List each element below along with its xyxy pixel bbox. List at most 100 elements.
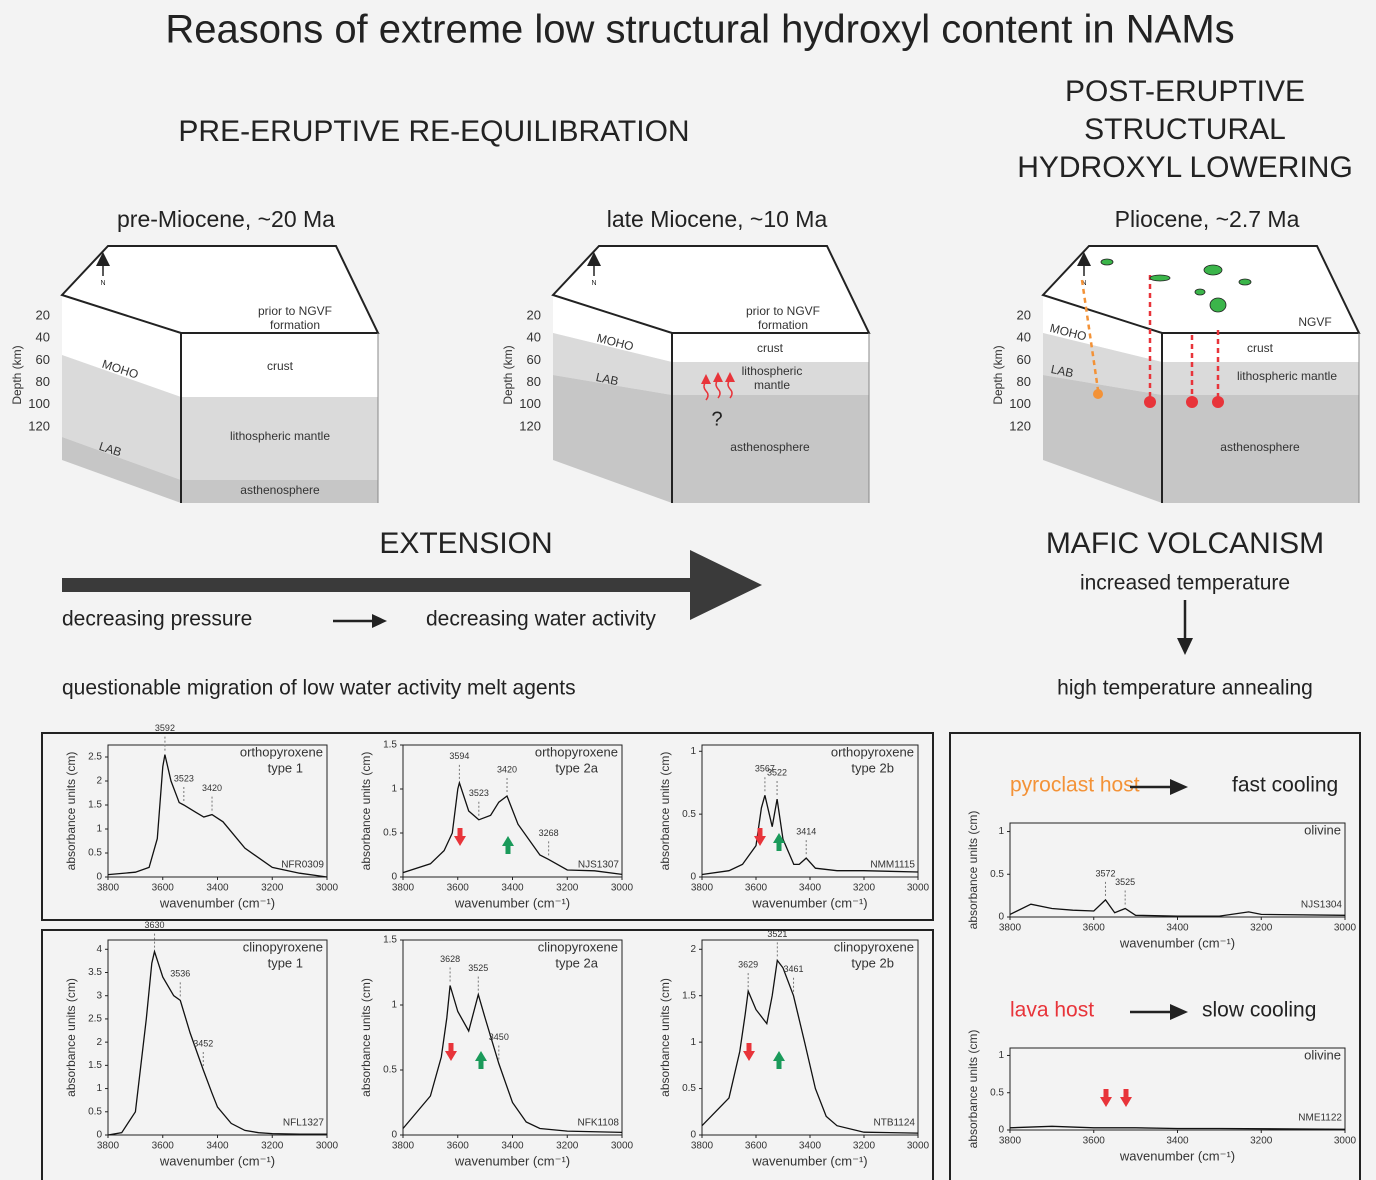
x-tick-label: 3000	[1334, 923, 1357, 934]
temperature-label: increased temperature	[1080, 572, 1290, 595]
x-axis-label: wavenumber (cm⁻¹)	[751, 895, 867, 910]
crust-label: crust	[267, 359, 294, 373]
post-heading: POST-ERUPTIVE	[1065, 75, 1305, 108]
x-tick-label: 3200	[261, 1141, 284, 1152]
y-tick-label: 0	[690, 872, 696, 883]
melt-arrow-head	[701, 374, 711, 384]
lava-field	[1238, 278, 1252, 286]
type-label: type 1	[268, 955, 303, 970]
x-tick-label: 3200	[853, 883, 876, 894]
mineral-label: orthopyroxene	[535, 744, 618, 759]
mantle-label: lithospheric mantle	[230, 429, 330, 443]
x-tick-label: 3200	[853, 1141, 876, 1152]
spectrum-line	[1009, 1125, 1346, 1130]
type-label: type 2b	[851, 760, 894, 775]
mantle-label: lithospheric mantle	[1237, 369, 1337, 383]
lava-field	[1100, 258, 1114, 266]
spectrum-line	[107, 949, 327, 1136]
depth-tick-label: 20	[36, 307, 50, 322]
type-label: type 1	[268, 760, 303, 775]
lab-label: LAB	[97, 439, 123, 459]
crust-label: crust	[757, 341, 784, 355]
melt-arrow-head	[725, 372, 735, 382]
y-axis-label: absorbance units (cm)	[64, 978, 78, 1097]
sample-label: NJS1304	[1301, 900, 1343, 911]
x-tick-label: 3400	[206, 883, 229, 894]
up-arrow	[505, 844, 511, 854]
depth-tick-label: 100	[1009, 396, 1031, 411]
left-face-crust	[553, 295, 672, 362]
depth-tick-label: 80	[1017, 374, 1031, 389]
x-tick-label: 3000	[1334, 1136, 1357, 1147]
x-tick-label: 3800	[999, 923, 1022, 934]
right-face-asthenosphere	[1162, 395, 1359, 503]
sample-label: NFL1327	[283, 1118, 325, 1129]
type-label: type 2a	[555, 955, 598, 970]
peak-label: 3523	[174, 773, 194, 783]
spectrum-line	[402, 780, 623, 876]
y-tick-label: 1.5	[88, 1060, 102, 1071]
x-tick-label: 3000	[907, 883, 930, 894]
plot-frame	[1009, 822, 1346, 918]
x-tick-label: 3400	[799, 883, 822, 894]
down-arrow	[1123, 1089, 1129, 1099]
x-tick-label: 3800	[97, 1141, 120, 1152]
x-tick-label: 3800	[97, 883, 120, 894]
x-axis-label: wavenumber (cm⁻¹)	[159, 1153, 275, 1168]
peak-label: 3450	[489, 1032, 509, 1042]
x-tick-label: 3000	[316, 883, 339, 894]
y-tick-label: 2	[690, 944, 696, 955]
x-tick-label: 3200	[556, 1141, 579, 1152]
y-axis-label: absorbance units (cm)	[966, 811, 980, 930]
y-axis-label: absorbance units (cm)	[658, 978, 672, 1097]
lava-field	[1149, 274, 1171, 282]
x-tick-label: 3800	[392, 1141, 415, 1152]
type-label: type 2a	[555, 760, 598, 775]
pre-heading: PRE-ERUPTIVE RE-EQUILIBRATION	[178, 115, 689, 148]
down-arrow-head	[454, 836, 466, 846]
up-arrow-head	[502, 836, 514, 846]
post-heading: HYDROXYL LOWERING	[1017, 151, 1353, 184]
y-tick-label: 1.5	[383, 740, 397, 751]
mineral-label: clinopyroxene	[538, 939, 618, 954]
x-tick-label: 3400	[501, 883, 524, 894]
left-face-asthenosphere	[553, 375, 672, 503]
period-label: late Miocene, ~10 Ma	[607, 206, 828, 232]
surface-label: NGVF	[1298, 315, 1331, 329]
lab-label: LAB	[1050, 362, 1075, 380]
y-tick-label: 0.5	[383, 828, 397, 839]
down-arrow-head	[1120, 1097, 1132, 1107]
depth-tick-label: 60	[36, 352, 50, 367]
migration-label: questionable migration of low water acti…	[62, 677, 576, 700]
peak-label: 3420	[497, 764, 517, 774]
peak-label: 3523	[469, 788, 489, 798]
sample-label: NME1122	[1298, 1113, 1342, 1124]
y-tick-label: 0.5	[682, 1083, 696, 1094]
x-axis-label: wavenumber (cm⁻¹)	[1119, 1148, 1235, 1163]
surface-label: prior to NGVF	[258, 304, 332, 318]
peak-label: 3628	[440, 954, 460, 964]
y-tick-label: 0.5	[990, 869, 1004, 880]
y-tick-label: 4	[96, 944, 102, 955]
top-face	[60, 245, 380, 334]
orange-source	[1093, 389, 1103, 399]
down-arrow-head	[1100, 1097, 1112, 1107]
y-tick-label: 0.5	[88, 848, 102, 859]
depth-tick-label: 60	[527, 352, 541, 367]
y-tick-label: 1.5	[682, 990, 696, 1001]
y-tick-label: 0	[96, 1130, 102, 1141]
x-tick-label: 3600	[745, 883, 768, 894]
spectrum-line	[701, 795, 919, 876]
y-axis-label: absorbance units (cm)	[64, 752, 78, 871]
depth-tick-label: 120	[28, 418, 50, 433]
y-tick-label: 1	[690, 746, 696, 757]
north-label: N	[100, 280, 105, 287]
y-tick-label: 0.5	[990, 1087, 1004, 1098]
x-tick-label: 3600	[1083, 923, 1106, 934]
peak-label: 3420	[202, 783, 222, 793]
small-arrow-head	[372, 614, 387, 628]
y-tick-label: 1	[998, 1050, 1004, 1061]
y-tick-label: 3.5	[88, 967, 102, 978]
peak-label: 3592	[155, 723, 175, 733]
